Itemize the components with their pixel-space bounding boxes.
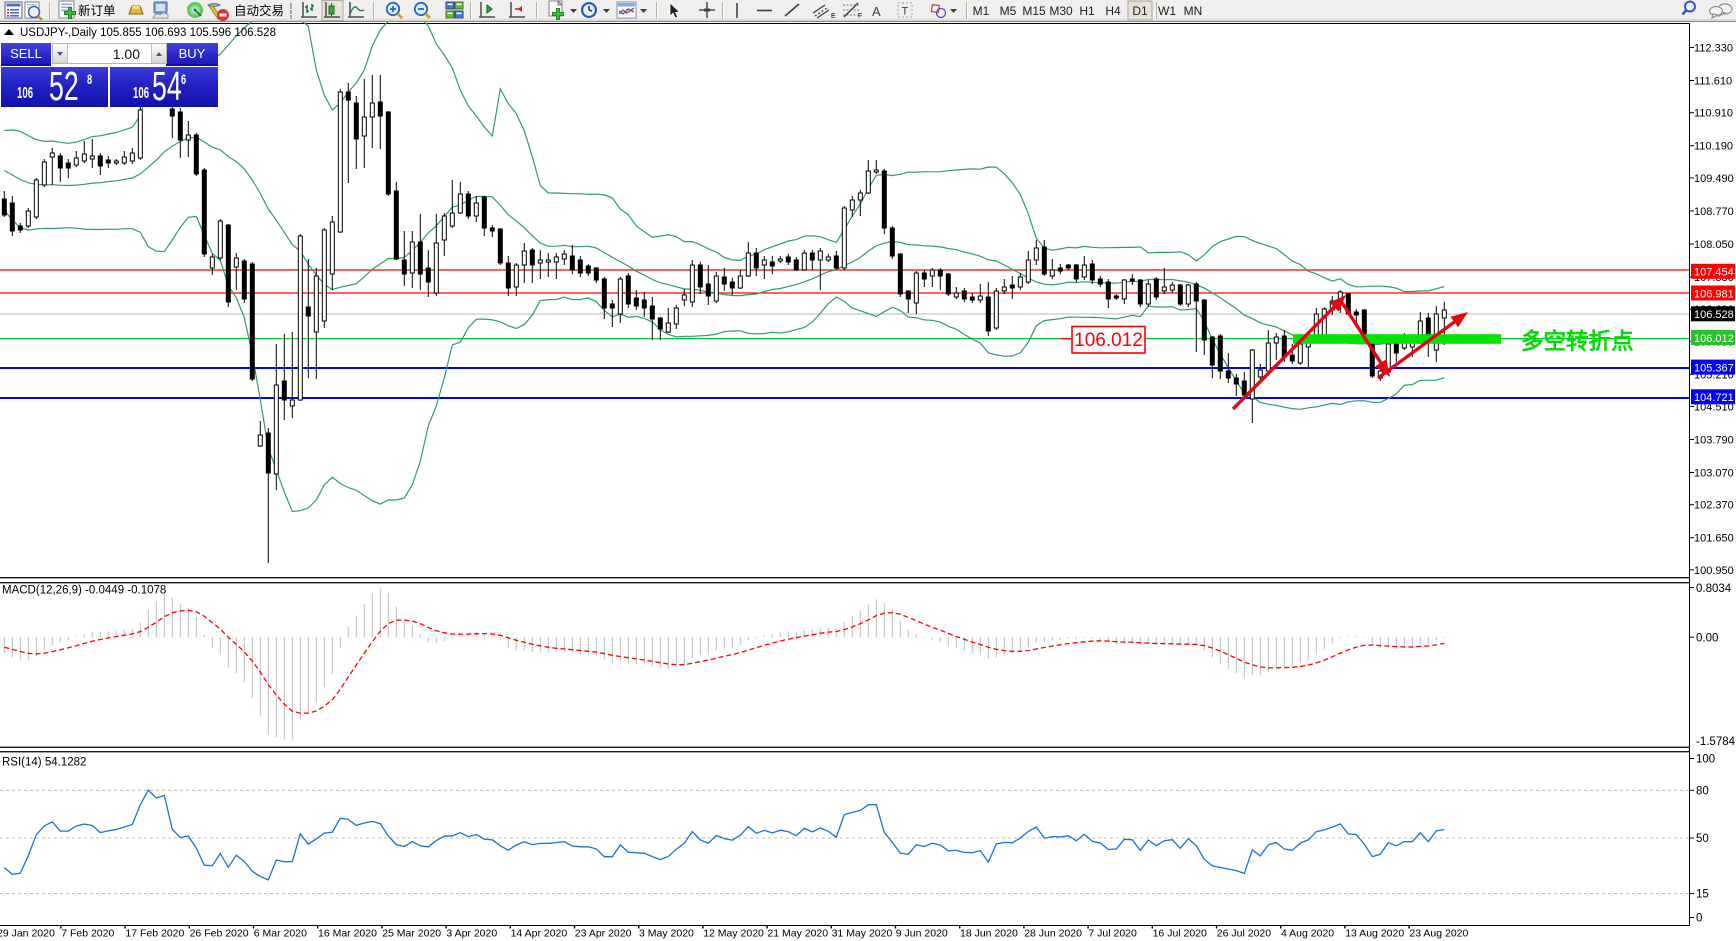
svg-text:T: T — [902, 6, 909, 18]
svg-text:16 Mar 2020: 16 Mar 2020 — [318, 928, 377, 940]
svg-text:12 May 2020: 12 May 2020 — [703, 928, 764, 940]
svg-text:106.012: 106.012 — [1074, 330, 1143, 351]
svg-text:100: 100 — [1696, 754, 1715, 766]
svg-text:23 Aug 2020: 23 Aug 2020 — [1409, 928, 1468, 940]
svg-text:110.910: 110.910 — [1694, 108, 1733, 120]
svg-text:28 Jun 2020: 28 Jun 2020 — [1024, 928, 1082, 940]
svg-text:13 Aug 2020: 13 Aug 2020 — [1345, 928, 1404, 940]
svg-text:106.981: 106.981 — [1694, 288, 1734, 300]
svg-text:21 May 2020: 21 May 2020 — [767, 928, 828, 940]
svg-text:0.8034: 0.8034 — [1696, 583, 1732, 595]
svg-text:14 Apr 2020: 14 Apr 2020 — [511, 928, 568, 940]
svg-text:W1: W1 — [1158, 4, 1176, 18]
svg-text:-1.5784: -1.5784 — [1696, 736, 1736, 748]
svg-text:15: 15 — [1696, 889, 1709, 901]
svg-text:M1: M1 — [973, 4, 990, 18]
svg-text:106.528: 106.528 — [1694, 309, 1734, 321]
svg-text:106.012: 106.012 — [1694, 333, 1734, 345]
svg-text:112.330: 112.330 — [1694, 43, 1733, 55]
svg-text:25 Mar 2020: 25 Mar 2020 — [382, 928, 441, 940]
svg-text:103.070: 103.070 — [1694, 468, 1734, 480]
svg-text:3 Apr 2020: 3 Apr 2020 — [446, 928, 497, 940]
svg-text:105.367: 105.367 — [1694, 362, 1734, 374]
svg-text:M5: M5 — [1000, 4, 1017, 18]
svg-text:109.490: 109.490 — [1694, 173, 1734, 185]
svg-text:E: E — [831, 13, 836, 20]
svg-text:29 Jan 2020: 29 Jan 2020 — [0, 928, 55, 940]
svg-text:F: F — [858, 13, 862, 20]
svg-text:M15: M15 — [1022, 4, 1046, 18]
svg-text:M30: M30 — [1049, 4, 1073, 18]
svg-text:104.510: 104.510 — [1694, 401, 1734, 413]
svg-text:新订单: 新订单 — [78, 3, 116, 18]
svg-text:50: 50 — [1696, 833, 1709, 845]
svg-text:4 Aug 2020: 4 Aug 2020 — [1281, 928, 1334, 940]
svg-text:A: A — [872, 4, 881, 19]
svg-text:26 Feb 2020: 26 Feb 2020 — [190, 928, 249, 940]
svg-text:D1: D1 — [1132, 4, 1148, 18]
svg-text:17 Feb 2020: 17 Feb 2020 — [125, 928, 184, 940]
svg-text:RSI(14) 54.1282: RSI(14) 54.1282 — [2, 757, 86, 769]
svg-text:自动交易: 自动交易 — [234, 3, 284, 18]
svg-text:23 Apr 2020: 23 Apr 2020 — [575, 928, 632, 940]
svg-text:H1: H1 — [1079, 4, 1095, 18]
svg-text:H4: H4 — [1105, 4, 1121, 18]
svg-text:7 Feb 2020: 7 Feb 2020 — [61, 928, 114, 940]
svg-text:0: 0 — [1696, 913, 1702, 925]
svg-text:31 May 2020: 31 May 2020 — [832, 928, 893, 940]
svg-text:0.00: 0.00 — [1696, 633, 1718, 645]
svg-text:108.770: 108.770 — [1694, 206, 1734, 218]
svg-text:9 Jun 2020: 9 Jun 2020 — [896, 928, 948, 940]
svg-text:MACD(12,26,9) -0.0449 -0.1078: MACD(12,26,9) -0.0449 -0.1078 — [2, 585, 166, 597]
svg-text:多空转折点: 多空转折点 — [1521, 328, 1634, 354]
svg-text:80: 80 — [1696, 785, 1709, 797]
svg-text:USDJPY-,Daily 105.855 106.693: USDJPY-,Daily 105.855 106.693 105.596 10… — [20, 27, 276, 39]
svg-text:26 Jul 2020: 26 Jul 2020 — [1217, 928, 1271, 940]
svg-text:7 Jul 2020: 7 Jul 2020 — [1088, 928, 1137, 940]
svg-text:3 May 2020: 3 May 2020 — [639, 928, 694, 940]
svg-text:110.190: 110.190 — [1694, 141, 1733, 153]
svg-text:6 Mar 2020: 6 Mar 2020 — [254, 928, 307, 940]
svg-text:16 Jul 2020: 16 Jul 2020 — [1153, 928, 1207, 940]
svg-text:102.370: 102.370 — [1694, 500, 1734, 512]
svg-text:104.721: 104.721 — [1694, 392, 1734, 404]
svg-text:103.790: 103.790 — [1694, 435, 1734, 447]
svg-text:100.950: 100.950 — [1694, 565, 1734, 577]
svg-text:107.454: 107.454 — [1694, 267, 1734, 279]
svg-text:101.650: 101.650 — [1694, 533, 1734, 545]
svg-text:111.610: 111.610 — [1694, 76, 1732, 88]
svg-text:18 Jun 2020: 18 Jun 2020 — [960, 928, 1018, 940]
svg-text:MN: MN — [1184, 4, 1203, 18]
svg-text:108.050: 108.050 — [1694, 239, 1734, 251]
